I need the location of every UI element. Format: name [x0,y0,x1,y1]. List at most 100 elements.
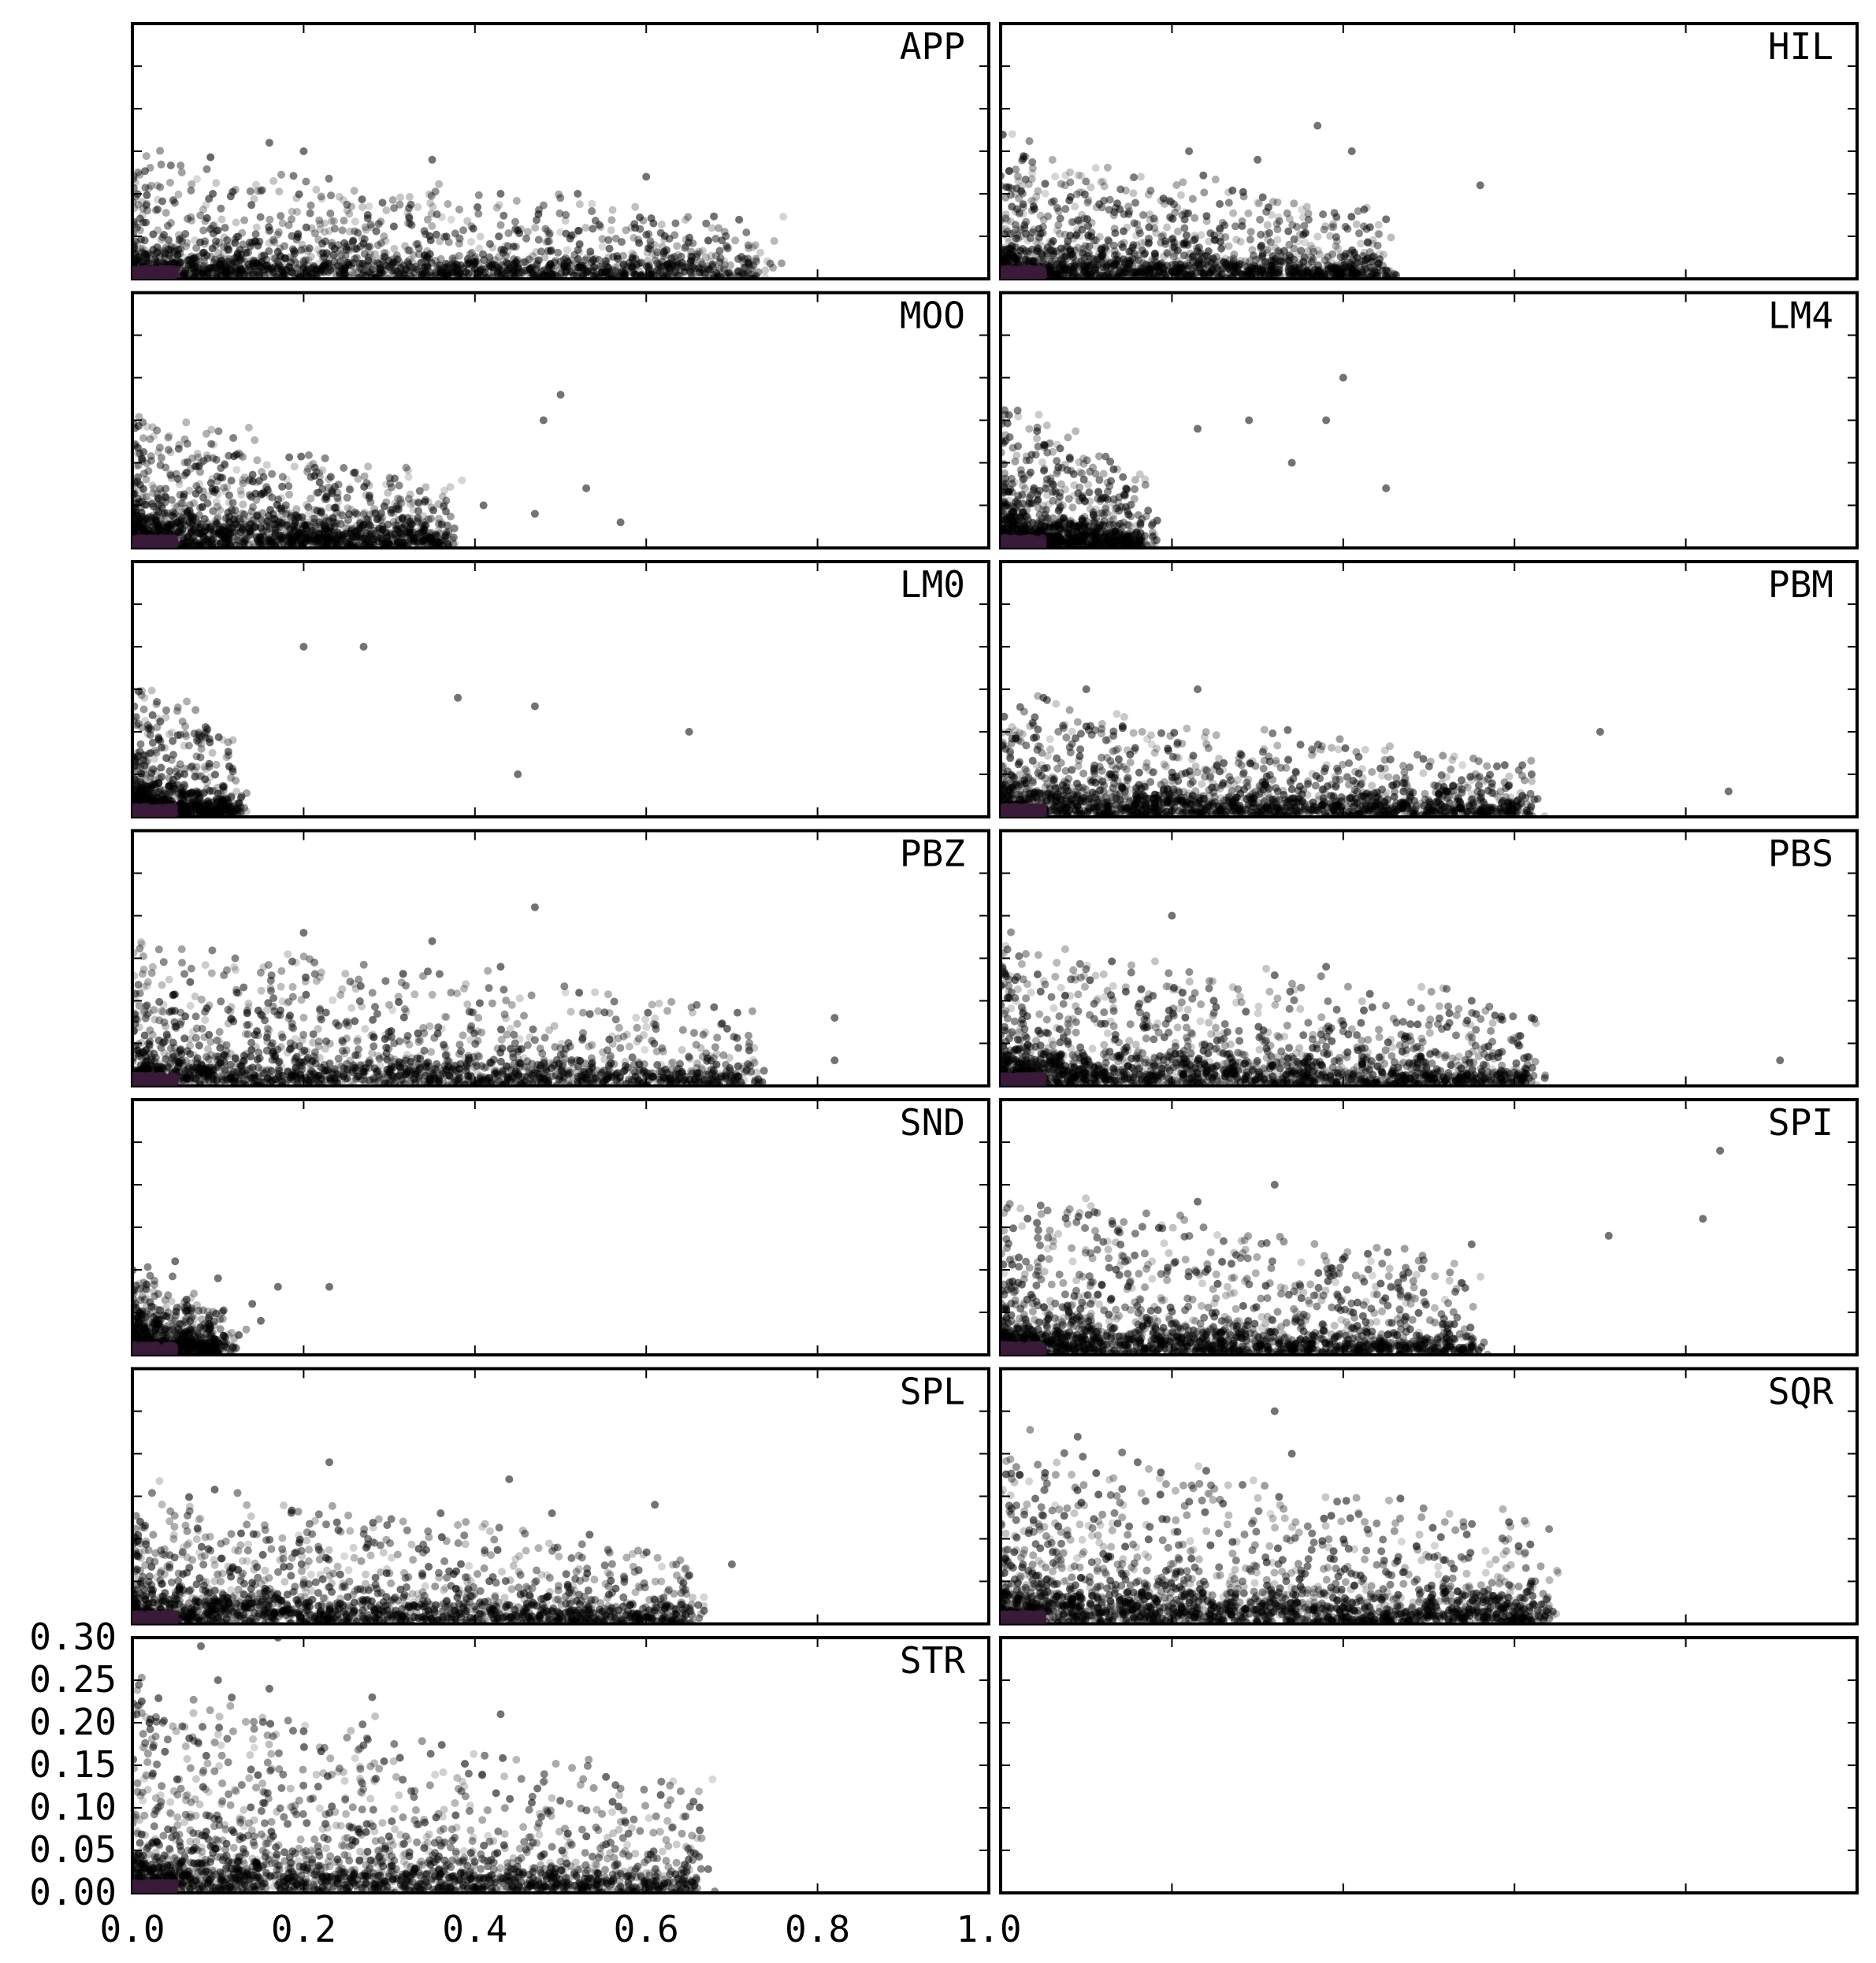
data-point [1178,211,1186,219]
data-point [1255,199,1263,207]
data-point [154,206,162,213]
data-point [190,275,198,283]
data-point [710,213,718,221]
data-point [135,269,143,277]
data-point [606,245,614,253]
data-point [542,238,550,246]
data-point [1124,257,1132,265]
data-point [156,184,164,191]
data-point [221,224,229,232]
panel-label: APP [900,25,965,68]
data-point [311,269,319,277]
data-point [1063,254,1071,262]
outlier-point [266,139,273,147]
data-point [1277,258,1285,265]
data-point [485,254,493,262]
data-point [464,255,472,263]
data-point [511,218,519,226]
data-point [1343,225,1351,233]
data-point [548,265,556,273]
data-point [1048,199,1056,206]
data-point [1264,221,1272,229]
data-point [428,192,436,200]
data-point [687,265,695,273]
data-point [160,247,168,255]
data-point [326,210,334,217]
data-point [704,236,712,244]
data-point [1051,173,1059,180]
data-point [1076,188,1084,196]
data-point [1028,175,1036,183]
data-point [1247,228,1255,236]
data-point [171,199,179,207]
data-point [735,216,743,224]
data-point [1268,211,1276,219]
data-point [330,217,338,225]
data-point [167,246,175,254]
data-point [556,228,564,236]
data-point [1262,231,1270,239]
data-point [350,469,358,477]
data-point [1111,260,1119,268]
data-point [1229,210,1237,217]
data-point [1084,232,1092,239]
data-point [1049,156,1057,164]
data-point [208,275,216,283]
data-point [1216,200,1224,208]
data-point [497,221,505,229]
data-point [396,258,403,265]
data-point [726,262,734,269]
data-point [1059,271,1067,279]
data-point [1131,199,1139,207]
data-point [269,177,277,185]
data-point [1132,232,1140,239]
data-point [279,473,287,481]
data-point [307,253,315,261]
data-point [1299,231,1307,239]
data-point [429,203,436,211]
data-point [745,241,752,249]
data-point [534,272,542,280]
data-point [251,436,258,444]
data-point [1145,239,1153,247]
data-point [595,256,603,264]
data-point [340,269,347,277]
outlier-point [574,190,581,198]
data-point [601,268,609,276]
data-point [396,481,403,489]
outlier-point [496,190,504,198]
data-point [327,191,335,199]
data-point [1161,240,1169,248]
data-point [367,221,375,228]
data-point [288,269,296,276]
data-point [1092,164,1100,172]
data-point [334,262,342,269]
data-point [531,224,539,232]
data-point [422,263,429,271]
data-point [193,462,201,470]
data-point [533,258,541,265]
data-point [272,271,280,279]
data-point [318,193,325,201]
data-point [275,187,283,195]
data-point [486,262,494,270]
data-point [709,262,717,270]
data-point [467,238,475,246]
data-point [716,247,724,254]
data-point [274,495,282,503]
data-point [1113,250,1120,258]
data-point [742,228,750,236]
data-point [589,225,596,232]
data-point [648,250,656,258]
data-point [1022,218,1030,226]
data-point [1035,239,1042,247]
data-point [1333,237,1341,245]
data-point [1095,250,1103,258]
data-point [266,239,273,247]
data-point [673,242,681,250]
data-point [512,243,520,250]
outlier-point [1254,156,1261,164]
data-point [288,208,296,216]
data-point [183,239,191,247]
data-point [429,507,437,514]
